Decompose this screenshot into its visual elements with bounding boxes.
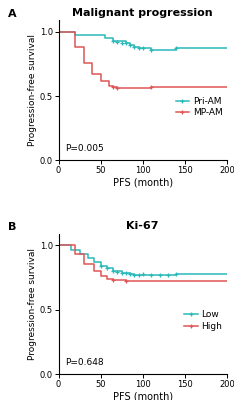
Y-axis label: Progression-free survival: Progression-free survival xyxy=(28,34,37,146)
Title: Ki-67: Ki-67 xyxy=(127,221,159,231)
Title: Malignant progression: Malignant progression xyxy=(73,8,213,18)
Text: B: B xyxy=(8,222,16,232)
Legend: Low, High: Low, High xyxy=(184,310,223,331)
Text: A: A xyxy=(8,9,17,19)
Y-axis label: Progression-free survival: Progression-free survival xyxy=(28,248,37,360)
X-axis label: PFS (month): PFS (month) xyxy=(113,178,173,188)
Text: P=0.648: P=0.648 xyxy=(65,358,104,367)
X-axis label: PFS (month): PFS (month) xyxy=(113,391,173,400)
Text: P=0.005: P=0.005 xyxy=(65,144,104,154)
Legend: Pri-AM, MP-AM: Pri-AM, MP-AM xyxy=(176,97,223,118)
